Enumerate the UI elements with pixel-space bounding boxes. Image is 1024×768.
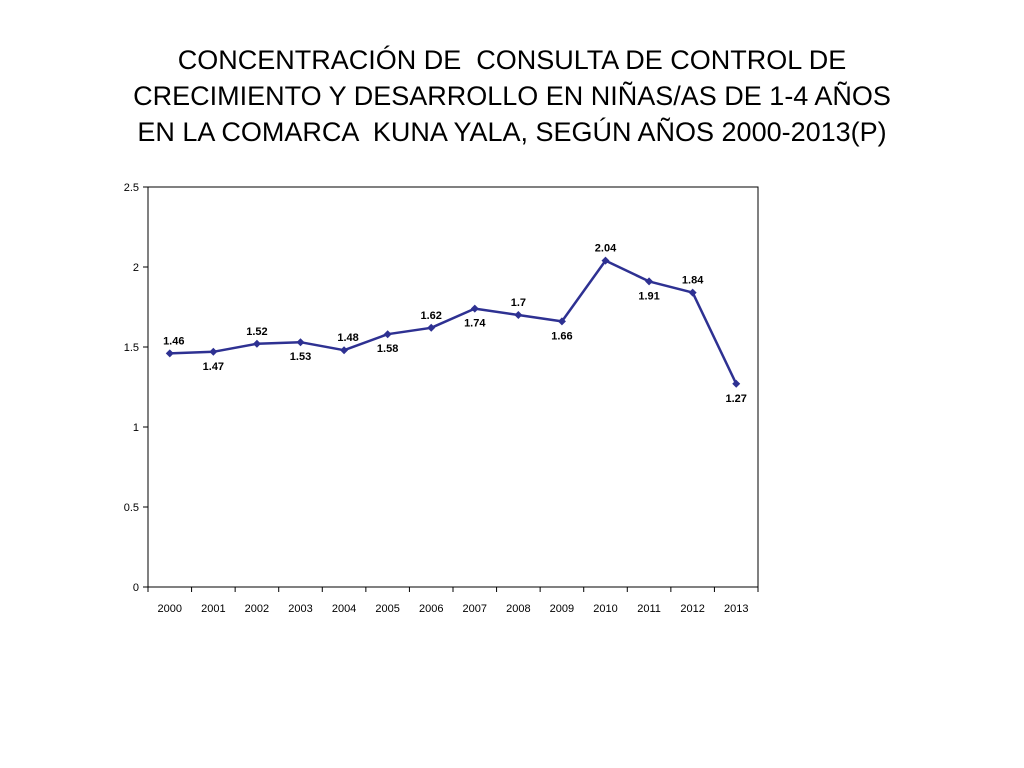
data-label: 1.74: [464, 318, 486, 330]
x-tick-label: 2001: [201, 603, 225, 615]
x-tick-label: 2010: [593, 603, 617, 615]
x-tick-label: 2007: [463, 603, 487, 615]
data-point-marker: [645, 277, 654, 286]
chart-title-line-1: CONCENTRACIÓN DE CONSULTA DE CONTROL DE: [177, 45, 847, 75]
x-axis: 2000 2001 2002 2003 2004 2005 2006 2007 2008 2009…: [147, 587, 759, 615]
chart-title-line-2: CRECIMIENTO Y DESARROLLO EN NIÑAS/AS DE …: [133, 81, 891, 111]
data-label: 1.84: [682, 275, 704, 287]
y-axis: 0 0.5 1 1.5 2 2.5: [124, 182, 148, 594]
data-label: 1.27: [726, 393, 747, 405]
data-point-marker: [470, 304, 479, 313]
data-point-marker: [383, 330, 392, 339]
data-label: 1.53: [290, 351, 311, 363]
data-point-marker: [209, 347, 218, 356]
data-label: 1.91: [638, 290, 659, 302]
data-point-marker: [688, 288, 697, 297]
data-label: 1.48: [337, 332, 358, 344]
data-point-marker: [296, 338, 305, 347]
data-point-marker: [732, 379, 741, 388]
chart-title: CONCENTRACIÓN DE CONSULTA DE CONTROL DE …: [40, 42, 984, 150]
x-tick-label: 2009: [550, 603, 574, 615]
data-point-marker: [252, 339, 261, 348]
data-point-marker: [601, 256, 610, 265]
series-line: [169, 259, 738, 385]
series-line-group: [165, 256, 741, 388]
chart-title-line-3: EN LA COMARCA KUNA YALA, SEGÚN AÑOS 2000…: [137, 117, 887, 147]
data-label: 2.04: [595, 243, 617, 255]
data-point-marker: [165, 349, 174, 358]
x-tick-label: 2003: [288, 603, 312, 615]
x-tick-label: 2011: [637, 603, 661, 615]
data-label: 1.7: [511, 297, 526, 309]
data-point-marker: [427, 323, 436, 332]
plot-area-frame: [147, 186, 759, 588]
x-tick-label: 2006: [419, 603, 443, 615]
y-tick-label: 1: [133, 422, 139, 434]
data-point-marker: [340, 346, 349, 355]
x-tick-label: 2005: [375, 603, 399, 615]
data-point-marker: [557, 317, 566, 326]
x-tick-label: 2002: [245, 603, 269, 615]
x-tick-label: 2013: [724, 603, 748, 615]
y-tick-label: 2.5: [124, 182, 139, 194]
data-labels: 1.46 1.47 1.52 1.53 1.48 1.58 1.62 1.74 1.7 1.66 2…: [163, 243, 747, 405]
x-tick-label: 2000: [158, 603, 182, 615]
data-label: 1.66: [551, 330, 572, 342]
x-tick-label: 2004: [332, 603, 356, 615]
x-tick-label: 2008: [506, 603, 530, 615]
data-label: 1.52: [246, 326, 267, 338]
y-tick-label: 0: [133, 582, 139, 594]
x-tick-label: 2012: [680, 603, 704, 615]
data-label: 1.46: [163, 335, 184, 347]
y-tick-label: 1.5: [124, 342, 139, 354]
y-tick-label: 0.5: [124, 502, 139, 514]
data-label: 1.62: [421, 310, 442, 322]
y-tick-label: 2: [133, 262, 139, 274]
data-label: 1.47: [203, 361, 224, 373]
data-label: 1.58: [377, 343, 398, 355]
data-point-marker: [514, 311, 523, 319]
